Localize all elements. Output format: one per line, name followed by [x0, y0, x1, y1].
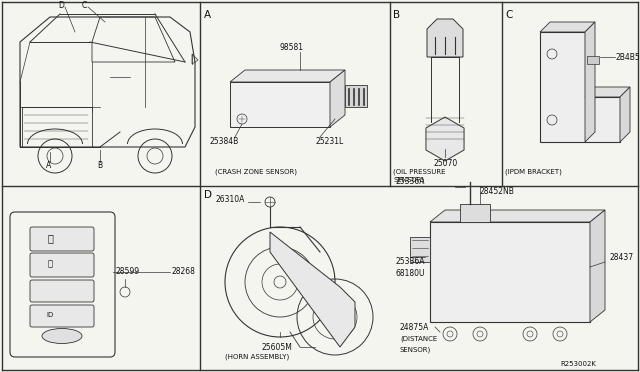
- Bar: [230, 82, 330, 127]
- Polygon shape: [460, 204, 490, 222]
- Bar: [587, 56, 599, 64]
- Text: (DISTANCE: (DISTANCE: [400, 336, 437, 342]
- Ellipse shape: [42, 328, 82, 343]
- Polygon shape: [230, 70, 345, 82]
- Text: 25070: 25070: [433, 160, 457, 169]
- Text: SENSOR): SENSOR): [400, 347, 431, 353]
- Polygon shape: [590, 210, 605, 322]
- Text: D: D: [204, 190, 212, 200]
- Text: 28437: 28437: [610, 253, 634, 262]
- Text: (OIL PRESSURE: (OIL PRESSURE: [393, 169, 445, 175]
- Text: ID: ID: [46, 312, 54, 318]
- Text: 25384B: 25384B: [210, 138, 239, 147]
- Polygon shape: [410, 237, 430, 262]
- Text: 25336A: 25336A: [395, 177, 424, 186]
- Text: 25336A: 25336A: [395, 257, 424, 266]
- Text: ⚿: ⚿: [47, 233, 53, 243]
- Text: ⚿: ⚿: [47, 260, 52, 269]
- Text: SENSOR): SENSOR): [393, 177, 424, 183]
- Text: B: B: [393, 10, 400, 20]
- Text: 26310A: 26310A: [215, 195, 244, 203]
- Polygon shape: [585, 87, 630, 97]
- Polygon shape: [620, 87, 630, 142]
- Text: C: C: [505, 10, 513, 20]
- Text: R253002K: R253002K: [560, 361, 596, 367]
- Polygon shape: [330, 70, 345, 127]
- Polygon shape: [345, 85, 367, 107]
- Text: (HORN ASSEMBLY): (HORN ASSEMBLY): [225, 354, 289, 360]
- Text: (CRASH ZONE SENSOR): (CRASH ZONE SENSOR): [215, 169, 297, 175]
- Text: A: A: [204, 10, 211, 20]
- Text: 25605M: 25605M: [262, 343, 293, 352]
- FancyBboxPatch shape: [30, 227, 94, 251]
- Polygon shape: [540, 22, 595, 32]
- Polygon shape: [270, 232, 355, 347]
- Text: C: C: [82, 0, 87, 10]
- Text: 68180U: 68180U: [395, 269, 424, 279]
- Text: 28268: 28268: [172, 267, 196, 276]
- Text: 25231L: 25231L: [315, 138, 343, 147]
- Text: 2B4B5: 2B4B5: [616, 52, 640, 61]
- Text: A: A: [46, 160, 51, 170]
- Bar: [22, 107, 92, 147]
- Polygon shape: [585, 22, 595, 142]
- Polygon shape: [540, 32, 620, 142]
- Text: 98581: 98581: [280, 42, 304, 51]
- Text: 28452NB: 28452NB: [480, 187, 515, 196]
- FancyBboxPatch shape: [30, 305, 94, 327]
- Polygon shape: [430, 210, 605, 222]
- FancyBboxPatch shape: [30, 280, 94, 302]
- FancyBboxPatch shape: [30, 253, 94, 277]
- Polygon shape: [426, 117, 464, 161]
- Text: (IPDM BRACKET): (IPDM BRACKET): [505, 169, 562, 175]
- Text: B: B: [97, 160, 102, 170]
- Polygon shape: [427, 19, 463, 57]
- Text: 28599: 28599: [115, 267, 139, 276]
- Bar: [430, 222, 590, 322]
- Text: D: D: [58, 0, 64, 10]
- Text: 24875A: 24875A: [400, 323, 429, 331]
